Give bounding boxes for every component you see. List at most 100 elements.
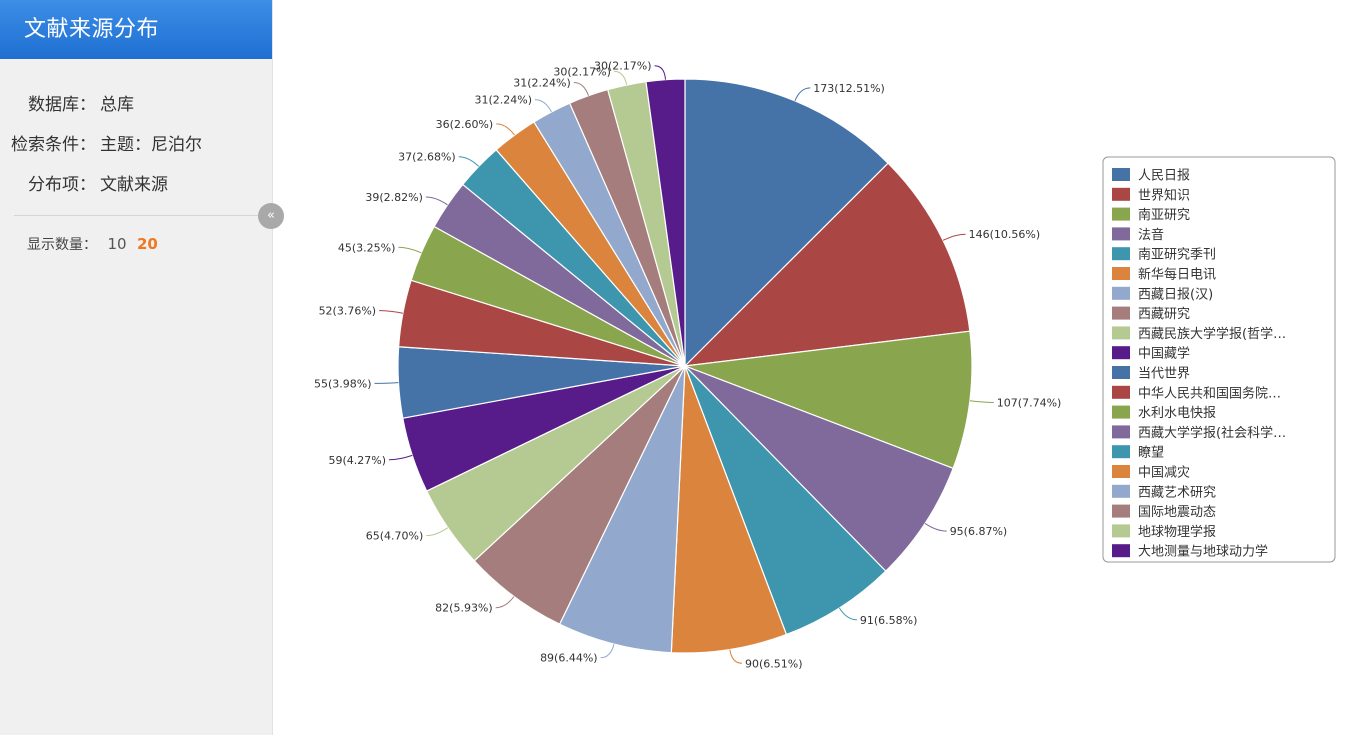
label-connector xyxy=(838,607,857,621)
data-label: 89(6.44%) xyxy=(540,652,598,665)
legend-item-label[interactable]: 国际地震动态 xyxy=(1138,505,1216,520)
legend-swatch xyxy=(1112,306,1130,320)
legend-swatch xyxy=(1112,544,1130,558)
source-distribution-pie-chart: 173(12.51%) 146(10.56%) 107(7.74%) 95(6.87%… xyxy=(314,60,1336,671)
label-connector xyxy=(794,87,811,102)
data-label: 95(6.87%) xyxy=(950,525,1008,538)
legend-item-label[interactable]: 西藏研究 xyxy=(1138,307,1190,322)
pie-slices xyxy=(397,78,973,654)
collapse-sidebar-icon[interactable]: « xyxy=(258,203,284,229)
legend-swatch xyxy=(1112,326,1130,340)
label-connector xyxy=(374,382,399,384)
legend-item-label[interactable]: 南亚研究 xyxy=(1138,207,1190,223)
legend-swatch xyxy=(1112,504,1130,518)
legend-item-label[interactable]: 西藏日报(汉) xyxy=(1138,287,1213,302)
legend-swatch xyxy=(1112,524,1130,538)
legend-item-label[interactable]: 中华人民共和国国务院… xyxy=(1138,385,1281,401)
data-label: 91(6.58%) xyxy=(860,614,918,627)
legend-item-label[interactable]: 世界知识 xyxy=(1138,187,1190,203)
info-key: 检索条件： xyxy=(11,135,96,155)
legend-swatch xyxy=(1112,227,1130,241)
legend-item-label[interactable]: 法音 xyxy=(1138,227,1164,243)
info-key: 分布项： xyxy=(28,175,96,195)
info-value: 主题：尼泊尔 xyxy=(100,135,202,155)
label-connector xyxy=(573,82,589,96)
legend-swatch xyxy=(1112,484,1130,498)
info-key: 数据库： xyxy=(28,95,96,115)
data-label: 65(4.70%) xyxy=(366,530,424,543)
label-connector xyxy=(924,522,947,532)
data-label: 146(10.56%) xyxy=(969,228,1041,241)
pie-labels: 173(12.51%) 146(10.56%) 107(7.74%) 95(6.87%… xyxy=(314,60,1061,671)
legend-item-label[interactable]: 大地测量与地球动力学 xyxy=(1138,544,1268,560)
data-label: 30(2.17%) xyxy=(553,65,611,78)
label-connector xyxy=(600,643,615,659)
legend-item-label[interactable]: 西藏大学学报(社会科学… xyxy=(1138,425,1286,441)
data-label: 30(2.17%) xyxy=(594,60,652,73)
legend-item-label[interactable]: 中国减灾 xyxy=(1138,465,1190,481)
data-label: 107(7.74%) xyxy=(997,397,1062,410)
legend-swatch xyxy=(1112,385,1130,399)
legend-item-label[interactable]: 南亚研究季刊 xyxy=(1138,247,1216,263)
sidebar: 文献来源分布 数据库： 总库 检索条件： 主题：尼泊尔 分布项： 文献来源 显示… xyxy=(0,0,273,735)
legend-swatch xyxy=(1112,187,1130,201)
label-connector xyxy=(942,233,966,241)
legend-item-label[interactable]: 中国藏学 xyxy=(1138,346,1190,362)
legend-swatch xyxy=(1112,425,1130,439)
pie-slice-4[interactable] xyxy=(684,365,954,572)
data-label: 90(6.51%) xyxy=(745,657,803,670)
legend-item-label[interactable]: 西藏艺术研究 xyxy=(1138,485,1216,500)
pie-slice-6[interactable] xyxy=(670,365,788,654)
legend-swatch xyxy=(1112,445,1130,459)
label-connector xyxy=(969,400,994,403)
legend-swatch xyxy=(1112,465,1130,478)
legend-item-label[interactable]: 瞭望 xyxy=(1138,445,1164,461)
count-option-20[interactable]: 20 xyxy=(137,235,158,253)
data-label: 59(4.27%) xyxy=(328,454,386,467)
label-connector xyxy=(426,527,449,537)
data-label: 55(3.98%) xyxy=(314,377,372,390)
divider xyxy=(14,215,272,216)
pie-slice-3[interactable] xyxy=(684,330,973,470)
data-label: 39(2.82%) xyxy=(365,191,423,204)
pie-slice-5[interactable] xyxy=(684,365,887,636)
legend-swatch xyxy=(1112,405,1130,419)
count-option-10[interactable]: 10 xyxy=(107,235,127,253)
data-label: 82(5.93%) xyxy=(435,602,493,615)
pie-slice-7[interactable] xyxy=(558,365,686,654)
data-label: 173(12.51%) xyxy=(813,82,885,95)
legend-swatch xyxy=(1112,366,1130,379)
info-value: 总库 xyxy=(100,95,134,115)
label-connector xyxy=(495,596,515,609)
label-connector xyxy=(496,123,515,136)
legend-swatch xyxy=(1112,207,1130,221)
display-count-row: 显示数量： 10 20 xyxy=(27,234,158,254)
label-connector xyxy=(388,454,413,461)
legend-swatch xyxy=(1112,286,1130,300)
label-connector xyxy=(425,196,448,206)
panel-title: 文献来源分布 xyxy=(0,0,272,59)
label-connector xyxy=(379,310,403,314)
legend-item-label[interactable]: 当代世界 xyxy=(1138,367,1190,382)
data-label: 31(2.24%) xyxy=(474,94,532,107)
label-connector xyxy=(613,70,628,86)
display-count-label: 显示数量： xyxy=(27,237,97,253)
label-connector xyxy=(729,649,743,664)
legend-swatch xyxy=(1112,267,1130,280)
data-label: 37(2.68%) xyxy=(398,151,456,164)
legend-item-label[interactable]: 人民日报 xyxy=(1138,169,1190,184)
legend-item-label[interactable]: 新华每日电讯 xyxy=(1138,267,1216,283)
data-label: 52(3.76%) xyxy=(319,305,377,318)
info-value: 文献来源 xyxy=(100,175,168,195)
data-label: 36(2.60%) xyxy=(436,118,494,131)
data-label: 45(3.25%) xyxy=(338,241,396,254)
legend-item-label[interactable]: 西藏民族大学学报(哲学… xyxy=(1138,326,1286,342)
label-connector xyxy=(398,246,422,254)
legend-item-label[interactable]: 地球物理学报 xyxy=(1138,524,1216,540)
legend-item-label[interactable]: 水利水电快报 xyxy=(1138,406,1216,421)
legend-swatch xyxy=(1112,346,1130,360)
label-connector xyxy=(654,65,666,80)
legend-box xyxy=(1102,156,1336,563)
data-label: 31(2.24%) xyxy=(513,77,571,90)
